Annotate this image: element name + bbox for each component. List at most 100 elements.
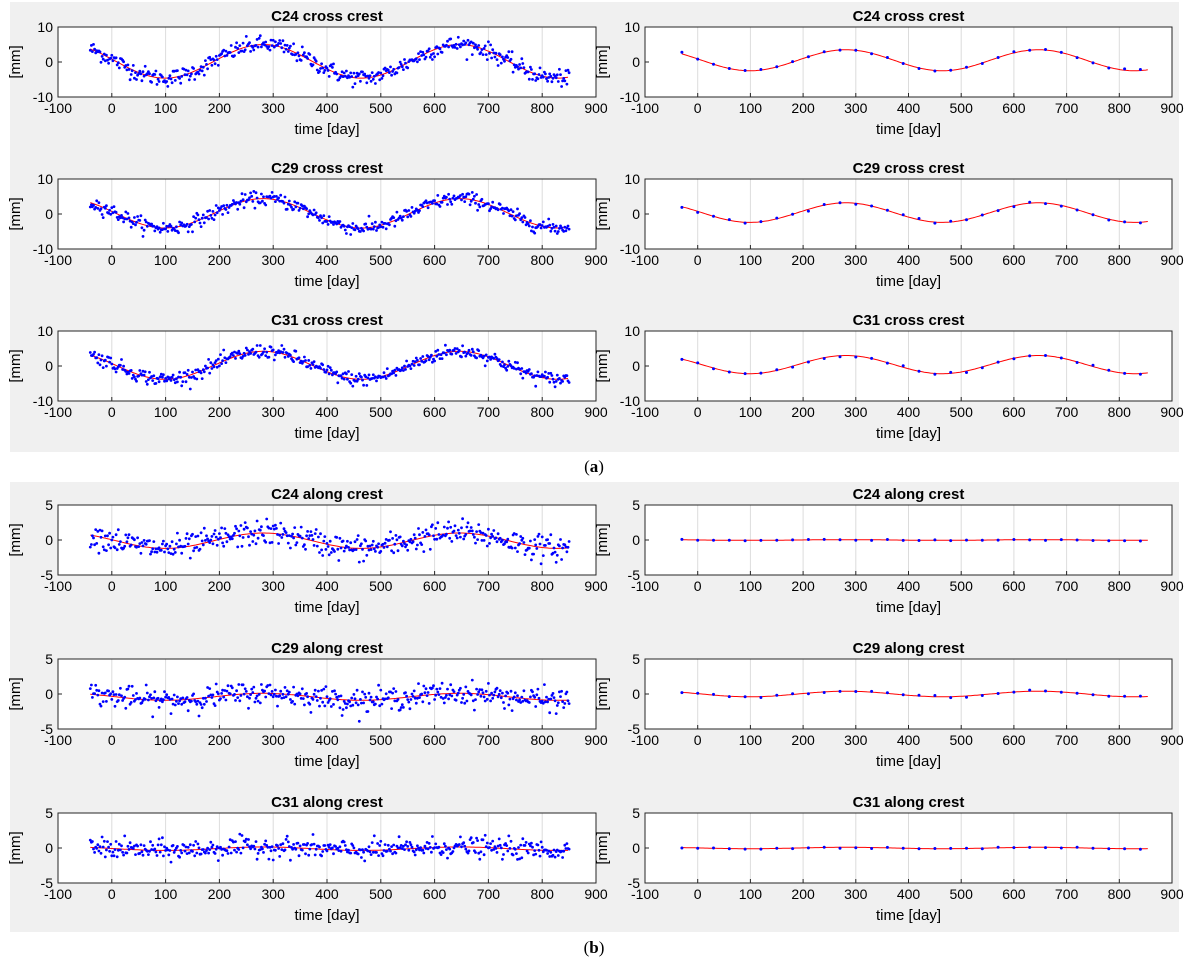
data-point: [183, 73, 187, 77]
data-point: [165, 693, 169, 697]
data-point: [513, 218, 517, 222]
data-point: [219, 845, 222, 849]
data-point: [491, 535, 495, 538]
data-point: [171, 844, 175, 847]
x-tick-label: 200: [791, 100, 815, 116]
data-point: [547, 372, 551, 375]
data-point: [280, 344, 284, 347]
data-point: [367, 691, 371, 695]
data-point: [269, 849, 273, 853]
data-point: [230, 686, 234, 690]
data-point: [393, 699, 397, 703]
data-point: [561, 700, 564, 703]
data-point: [150, 222, 154, 226]
data-point: [367, 548, 371, 552]
data-point: [446, 687, 449, 691]
data-point: [99, 207, 103, 211]
data-point: [365, 81, 369, 85]
data-point: [433, 846, 436, 849]
data-point: [712, 692, 715, 696]
data-point: [933, 69, 937, 73]
data-point: [250, 532, 254, 536]
data-point: [416, 543, 419, 547]
data-point: [117, 543, 121, 546]
data-point: [409, 537, 413, 541]
data-point: [270, 191, 274, 194]
data-point: [220, 52, 224, 56]
data-point: [1075, 691, 1079, 695]
data-point: [218, 364, 221, 368]
data-point: [311, 538, 315, 541]
data-point: [382, 849, 386, 852]
data-point: [209, 840, 213, 844]
data-point: [256, 45, 260, 49]
data-point: [156, 843, 160, 847]
data-point: [294, 349, 298, 353]
data-point: [537, 696, 541, 700]
data-point: [335, 222, 339, 226]
data-point: [260, 525, 263, 529]
data-point: [198, 547, 202, 551]
data-point: [560, 689, 563, 693]
data-point: [555, 73, 559, 77]
data-point: [306, 215, 309, 219]
data-point: [200, 216, 204, 220]
data-point: [501, 360, 504, 364]
data-point: [369, 79, 373, 83]
data-point: [247, 838, 250, 841]
data-point: [377, 542, 380, 546]
data-point: [99, 851, 103, 855]
data-point: [125, 217, 129, 221]
x-tick-label: 300: [262, 404, 286, 420]
data-point: [533, 231, 537, 235]
data-point: [91, 696, 94, 699]
data-point: [549, 850, 553, 854]
data-point: [374, 550, 377, 553]
data-point: [456, 35, 460, 39]
data-point: [365, 553, 369, 557]
x-tick-label: 800: [531, 100, 555, 116]
data-point: [276, 844, 279, 848]
data-point: [488, 355, 491, 359]
data-point: [565, 690, 569, 694]
data-point: [471, 841, 475, 844]
data-point: [328, 366, 332, 369]
data-point: [263, 842, 266, 846]
data-point: [318, 219, 321, 222]
data-point: [566, 68, 570, 72]
data-point: [508, 697, 512, 701]
data-point: [110, 362, 114, 366]
data-point: [268, 683, 272, 687]
data-point: [172, 69, 176, 73]
x-tick-label: 900: [1160, 886, 1184, 902]
data-point: [332, 852, 335, 856]
x-tick-label: 0: [108, 886, 116, 902]
data-point: [325, 542, 329, 545]
data-point: [247, 353, 250, 356]
data-point: [806, 209, 810, 213]
data-point: [517, 67, 520, 71]
data-point: [278, 533, 282, 537]
data-point: [148, 539, 151, 542]
data-point: [467, 192, 471, 196]
data-point: [996, 538, 1000, 542]
data-point: [565, 82, 569, 86]
data-point: [435, 354, 439, 358]
data-point: [438, 205, 442, 208]
y-axis-label: [mm]: [594, 677, 611, 710]
data-point: [389, 65, 392, 69]
y-axis-label: [mm]: [7, 523, 24, 556]
data-point: [342, 71, 346, 75]
data-point: [490, 205, 493, 209]
data-point: [92, 536, 95, 540]
data-point: [156, 696, 160, 700]
data-point: [521, 837, 525, 841]
x-tick-label: 800: [531, 886, 555, 902]
data-point: [270, 690, 274, 693]
data-point: [727, 67, 731, 70]
data-point: [194, 535, 198, 538]
data-point: [469, 526, 473, 529]
data-point: [346, 76, 349, 80]
data-point: [357, 72, 361, 76]
data-point: [283, 43, 287, 47]
